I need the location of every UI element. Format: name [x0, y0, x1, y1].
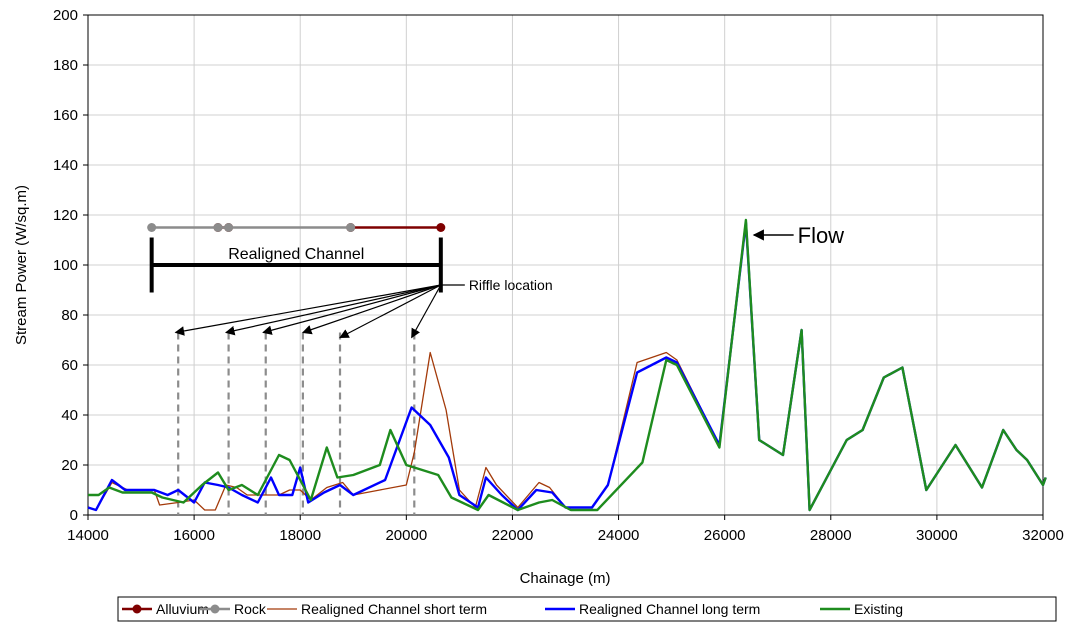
riffle-arrow	[339, 284, 442, 339]
y-axis: 0 20 40 60 80 100 120 140 160 180 200	[53, 7, 88, 524]
legend: Alluvium Rock Realigned Channel short term…	[117, 596, 1057, 622]
legend-item: Alluvium	[122, 601, 209, 617]
x-tick-label: 26000	[704, 527, 746, 544]
chart-annotations: Realigned Channel Riffle location Flow	[149, 223, 845, 339]
x-tick-label: 14000	[67, 527, 109, 544]
legend-label: Realigned Channel short term	[301, 601, 487, 617]
y-axis-title: Stream Power (W/sq.m)	[13, 185, 30, 345]
riffle-arrow	[174, 284, 441, 336]
legend-label: Realigned Channel long term	[579, 601, 760, 617]
y-tick-label: 40	[61, 407, 78, 424]
legend-item: Realigned Channel short term	[267, 601, 487, 617]
riffle-annotations	[177, 332, 416, 515]
y-tick-label: 200	[53, 7, 78, 24]
series-point	[147, 223, 157, 232]
data-series	[87, 218, 1047, 512]
y-tick-label: 80	[61, 307, 78, 324]
x-axis: 14000 16000 18000 20000 22000 24000 26000 28000…	[67, 515, 1064, 544]
riffle-arrow	[411, 284, 442, 339]
x-tick-label: 16000	[173, 527, 215, 544]
realigned-channel-label: Realigned Channel	[228, 246, 364, 263]
series-point	[224, 223, 234, 232]
legend-item: Realigned Channel long term	[545, 601, 760, 617]
y-tick-label: 120	[53, 207, 78, 224]
riffle-location-label: Riffle location	[469, 277, 553, 293]
series-point	[346, 223, 356, 232]
flow-label: Flow	[798, 223, 845, 248]
y-tick-label: 100	[53, 257, 78, 274]
legend-marker	[132, 604, 142, 614]
x-tick-label: 24000	[598, 527, 640, 544]
y-tick-label: 180	[53, 57, 78, 74]
series-line	[88, 218, 1047, 512]
legend-item: Rock	[200, 601, 267, 617]
x-tick-label: 30000	[916, 527, 958, 544]
legend-label: Alluvium	[156, 601, 209, 617]
riffle-arrow	[301, 284, 442, 335]
x-tick-label: 22000	[492, 527, 534, 544]
legend-label: Existing	[854, 601, 903, 617]
x-tick-label: 18000	[279, 527, 321, 544]
y-tick-label: 140	[53, 157, 78, 174]
y-tick-label: 160	[53, 107, 78, 124]
y-tick-label: 60	[61, 357, 78, 374]
legend-label: Rock	[234, 601, 267, 617]
x-tick-label: 20000	[385, 527, 427, 544]
x-tick-label: 28000	[810, 527, 852, 544]
series-existing	[88, 218, 1047, 512]
legend-marker	[210, 604, 220, 614]
series-point	[213, 223, 223, 232]
riffle-arrow	[262, 284, 441, 335]
y-tick-label: 0	[70, 507, 78, 524]
x-tick-label: 32000	[1022, 527, 1064, 544]
riffle-arrow	[225, 284, 441, 336]
series-rock	[147, 223, 356, 232]
y-tick-label: 20	[61, 457, 78, 474]
legend-item: Existing	[820, 601, 903, 617]
x-axis-title: Chainage (m)	[520, 570, 611, 587]
series-point	[436, 223, 446, 232]
